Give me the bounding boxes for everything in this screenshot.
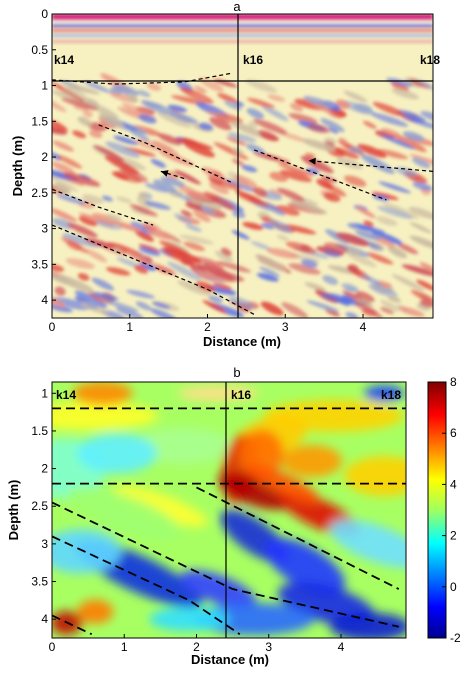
panel-a-xtick-2: 2	[204, 320, 211, 334]
panel-a-ytick-4: 2	[41, 150, 48, 164]
panel-b-label: b	[233, 365, 240, 380]
panel-a-ytick-8: 4	[41, 293, 48, 307]
panel-a-marker-k14: k14	[54, 53, 74, 67]
panel-b-ytick-2: 2	[41, 462, 48, 476]
panel-a-arrow-head-1	[308, 157, 316, 165]
panel-b-diagonal-line-0	[196, 486, 400, 590]
colorbar-tick-3: 2	[450, 529, 457, 543]
panel-a-reflector-4	[52, 224, 255, 315]
panel-a-ytick-0: 0	[41, 7, 48, 21]
panel-a-xtick-3: 3	[282, 320, 289, 334]
panel-b-ytick-6: 4	[41, 612, 48, 626]
panel-b-frame	[51, 381, 407, 639]
colorbar	[427, 381, 447, 639]
panel-b-xtick-3: 3	[265, 640, 272, 654]
panel-b-diagonal-line-2	[52, 535, 241, 635]
panel-b-xtick-4: 4	[338, 640, 345, 654]
panel-b-ytick-1: 1.5	[31, 424, 48, 438]
panel-a-ytick-5: 2.5	[31, 186, 48, 200]
panel-b-diagonal-line-1	[52, 501, 399, 628]
panel-a-ytick-2: 1	[41, 79, 48, 93]
panel-b-ytick-5: 3.5	[31, 575, 48, 589]
panel-a-xtick-0: 0	[49, 320, 56, 334]
panel-b-marker-k14: k14	[56, 388, 76, 402]
panel-a-frame	[51, 13, 434, 319]
panel-b-ytick-3: 2.5	[31, 499, 48, 513]
panel-a-reflector-0	[52, 72, 231, 85]
colorbar-tick-4: 0	[450, 580, 457, 594]
panel-a-ylabel: Depth (m)	[10, 136, 25, 197]
panel-b-marker-k18: k18	[381, 388, 401, 402]
panel-b-ylabel: Depth (m)	[6, 480, 21, 541]
panel-a-ytick-1: 0.5	[31, 43, 48, 57]
panel-a-label: a	[233, 0, 241, 14]
panel-a-ytick-3: 1.5	[31, 114, 48, 128]
panel-b-diagonal-line-3	[52, 614, 93, 636]
panel-a-marker-k16: k16	[243, 53, 263, 67]
panel-b-xtick-1: 1	[121, 640, 128, 654]
colorbar-tick-1: 6	[450, 426, 457, 440]
panel-b-xlabel: Distance (m)	[191, 652, 269, 667]
colorbar-tick-5: -2	[450, 631, 461, 645]
panel-a-reflector-2	[253, 149, 387, 201]
panel-a-arrow-head-0	[160, 170, 169, 177]
panel-b-ytick-4: 3	[41, 537, 48, 551]
panel-a-reflector-1	[98, 124, 232, 183]
panel-b-ytick-0: 1	[41, 386, 48, 400]
panel-a-xtick-4: 4	[360, 320, 367, 334]
panel-a-marker-k18: k18	[420, 53, 440, 67]
panel-a-radargram	[52, 14, 433, 318]
panel-a-reflector-3	[52, 188, 154, 226]
panel-b-heatmap	[52, 382, 406, 638]
colorbar-tick-2: 4	[450, 477, 457, 491]
panel-b-xtick-0: 0	[49, 640, 56, 654]
colorbar-tick-0: 8	[450, 375, 457, 389]
panel-b-marker-k16: k16	[231, 388, 251, 402]
panel-b-xtick-2: 2	[193, 640, 200, 654]
panel-a-xtick-1: 1	[126, 320, 133, 334]
panel-a-ytick-7: 3.5	[31, 257, 48, 271]
panel-a-xlabel: Distance (m)	[203, 334, 281, 349]
panel-a-ytick-6: 3	[41, 222, 48, 236]
